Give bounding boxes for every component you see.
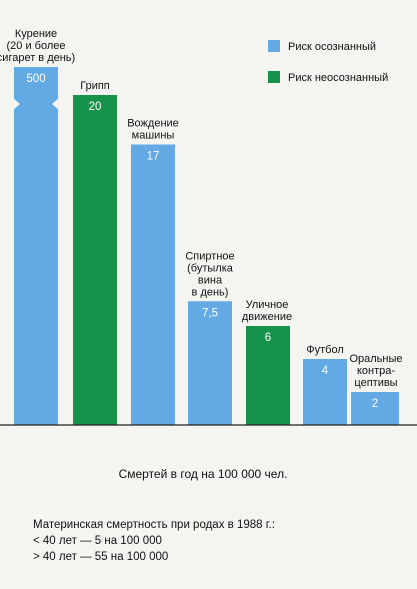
category-label-7-line-3: цептивы	[354, 377, 397, 389]
category-label-5-line-1: Уличное	[246, 299, 289, 311]
legend-label-2: Риск неосознанный	[288, 72, 388, 84]
legend-swatch-2	[268, 71, 280, 83]
category-label-3-line-2: машины	[132, 130, 175, 142]
category-label-4-line-4: в день)	[192, 286, 229, 298]
category-label-1-line-3: сигарет в день)	[0, 52, 75, 64]
footnote: Материнская смертность при родах в 1988 …	[33, 517, 275, 565]
legend: Риск осознанный Риск неосознанный	[268, 40, 388, 84]
bar-value-label-4: 7,5	[202, 307, 218, 319]
bar-value-label-5: 6	[265, 332, 271, 344]
category-label-6-line-1: Футбол	[306, 344, 344, 356]
category-label-5-line-2: движение	[242, 311, 292, 323]
legend-swatch-1	[268, 40, 280, 52]
category-label-7-line-1: Оральные	[349, 353, 402, 365]
bar-3	[131, 144, 175, 425]
category-label-1-line-2: (20 и более	[7, 40, 66, 52]
category-label-1-line-1: Курение	[15, 28, 57, 40]
bar-2	[73, 95, 117, 425]
bar-value-label-6: 4	[322, 365, 329, 377]
bar-4	[188, 301, 232, 425]
category-label-3-line-1: Вождение	[127, 118, 179, 130]
category-label-7-line-2: контра-	[357, 365, 395, 377]
x-axis-label: Смертей в год на 100 000 чел.	[119, 467, 288, 481]
bar-value-label-1: 500	[26, 73, 45, 85]
bars-layer	[13, 67, 399, 425]
category-label-4-line-2: (бутылка	[187, 262, 234, 274]
bar-value-label-3: 17	[147, 151, 160, 163]
bar-6	[303, 359, 347, 425]
footnote-title: Материнская смертность при родах в 1988 …	[33, 519, 275, 531]
category-label-2-line-1: Грипп	[80, 80, 110, 92]
bar-value-label-2: 20	[89, 101, 102, 113]
bar-1	[14, 67, 58, 425]
legend-label-1: Риск осознанный	[288, 41, 376, 53]
footnote-line-2: > 40 лет — 55 на 100 000	[33, 551, 169, 563]
footnote-line-1: < 40 лет — 5 на 100 000	[33, 535, 162, 547]
category-label-4-line-3: вина	[198, 274, 223, 286]
bar-value-label-7: 2	[372, 398, 378, 410]
category-label-4-line-1: Спиртное	[185, 250, 234, 262]
bar-7	[351, 392, 399, 425]
bar-5	[246, 326, 290, 425]
